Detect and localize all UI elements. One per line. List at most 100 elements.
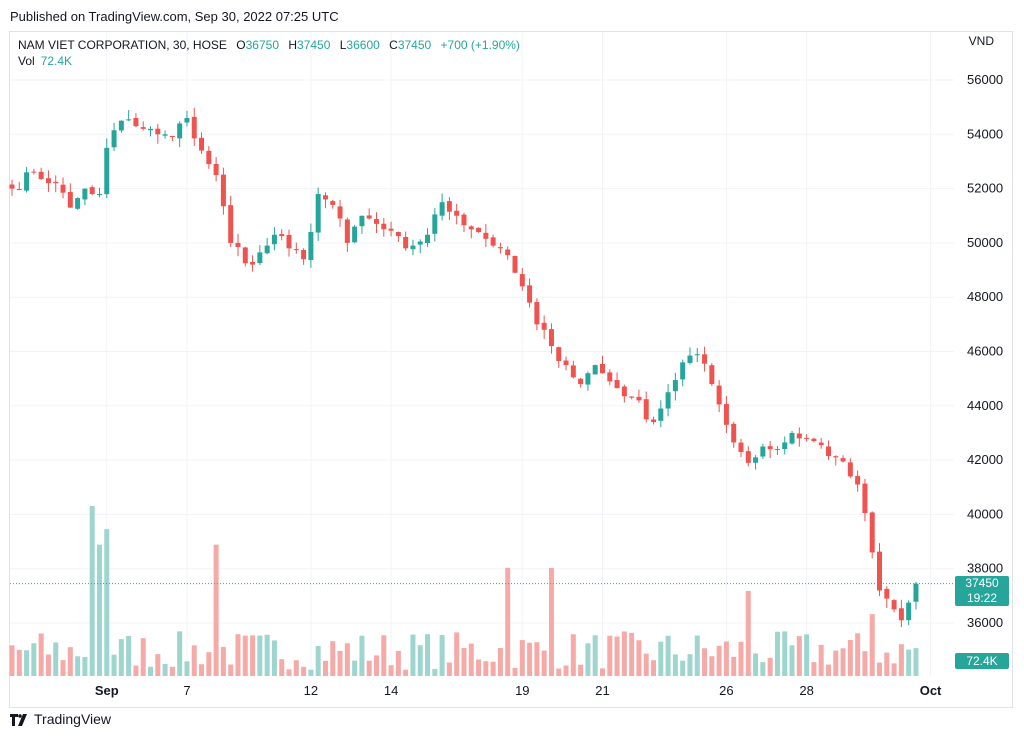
volume-bar (45, 654, 51, 676)
change-value: +700 (+1.90%) (440, 38, 520, 52)
volume-bar (796, 636, 802, 676)
volume-bar (366, 660, 372, 676)
volume-bar (847, 640, 853, 676)
x-tick-label: 26 (719, 683, 733, 698)
volume-bar (344, 643, 350, 676)
volume-bar (891, 663, 897, 676)
volume-bar (461, 647, 467, 676)
y-tick-label: 36000 (967, 615, 1003, 630)
volume-bar (199, 664, 205, 676)
candle-body (257, 252, 263, 264)
candle-body (250, 262, 256, 265)
candle-body (891, 600, 897, 610)
volume-bar (818, 644, 824, 676)
volume-bar (242, 635, 248, 676)
volume-bar (24, 650, 30, 676)
volume-bar (53, 642, 59, 676)
volume-bar (877, 662, 883, 676)
candle-body (898, 608, 904, 621)
volume-bar (140, 638, 146, 676)
candle-body (104, 147, 110, 195)
candle-body (490, 237, 496, 246)
candle-body (140, 127, 146, 129)
candle-body (592, 365, 598, 375)
volume-bar (672, 654, 678, 676)
volume-bar (483, 661, 489, 676)
volume-bar (359, 635, 365, 676)
volume-bar (148, 666, 154, 676)
volume-bar (352, 660, 358, 676)
candle-body (862, 483, 868, 514)
candle-body (403, 237, 409, 249)
y-tick-label: 46000 (967, 344, 1003, 359)
footer-brand[interactable]: TradingView (10, 711, 111, 727)
volume-bar (75, 656, 81, 676)
volume-bar (308, 669, 314, 676)
candle-body (301, 250, 307, 260)
candle-body (191, 116, 197, 139)
volume-bar (745, 591, 751, 676)
candle-body (24, 172, 30, 191)
candle-body (352, 226, 358, 243)
volume-bar (89, 506, 95, 676)
candle-body (774, 449, 780, 451)
volume-bar (570, 634, 576, 676)
candle-body (847, 462, 853, 477)
volume-bar (702, 648, 708, 676)
volume-bar (271, 640, 277, 676)
candle-body (374, 219, 379, 224)
volume-bar (213, 544, 219, 676)
candle-body (75, 198, 81, 209)
candle-body (651, 419, 657, 423)
candle-body (359, 215, 365, 227)
candle-body (833, 456, 839, 458)
volume-bar (629, 632, 635, 676)
x-tick-label: 7 (183, 683, 190, 698)
candle-body (184, 118, 190, 123)
volume-bar (592, 635, 598, 676)
volume-label: Vol (18, 54, 35, 68)
volume-bar (279, 659, 285, 676)
volume-bar (578, 664, 584, 676)
volume-bar (898, 644, 904, 676)
y-tick-label: 40000 (967, 506, 1003, 521)
candle-body (60, 184, 66, 193)
volume-bar (476, 659, 482, 676)
candle-body (344, 219, 350, 243)
candle-body (308, 232, 314, 261)
y-tick-label: 54000 (967, 126, 1003, 141)
volume-bar (446, 662, 452, 676)
volume-bar (169, 666, 175, 676)
candle-body (614, 380, 620, 389)
candle-body (242, 247, 248, 264)
volume-bar (716, 645, 722, 676)
volume-bar (614, 636, 620, 676)
volume-bar (264, 634, 270, 676)
y-tick-label: 44000 (967, 398, 1003, 413)
volume-bar (906, 649, 912, 676)
volume-bar (731, 656, 737, 676)
candle-body (461, 214, 467, 226)
y-tick-label: 48000 (967, 289, 1003, 304)
candle-body (497, 247, 503, 249)
candle-body (527, 285, 533, 303)
candle-body (206, 150, 212, 165)
candle-body (395, 231, 401, 237)
low-value: 36600 (346, 38, 380, 52)
volume-bar (301, 666, 307, 676)
close-value: 37450 (397, 38, 432, 52)
candle-body (67, 191, 73, 208)
volume-bar (454, 632, 460, 676)
volume-bar (556, 668, 562, 676)
volume-value: 72.4K (40, 54, 73, 68)
candle-body (199, 137, 205, 151)
volume-bar (206, 652, 212, 676)
low-label: L (339, 38, 347, 52)
volume-bar (789, 645, 795, 676)
candle-body (753, 457, 759, 463)
volume-bar (599, 668, 605, 676)
candle-body (271, 234, 277, 245)
volume-bar (250, 635, 256, 676)
last-price-value: 37450 (965, 576, 999, 590)
